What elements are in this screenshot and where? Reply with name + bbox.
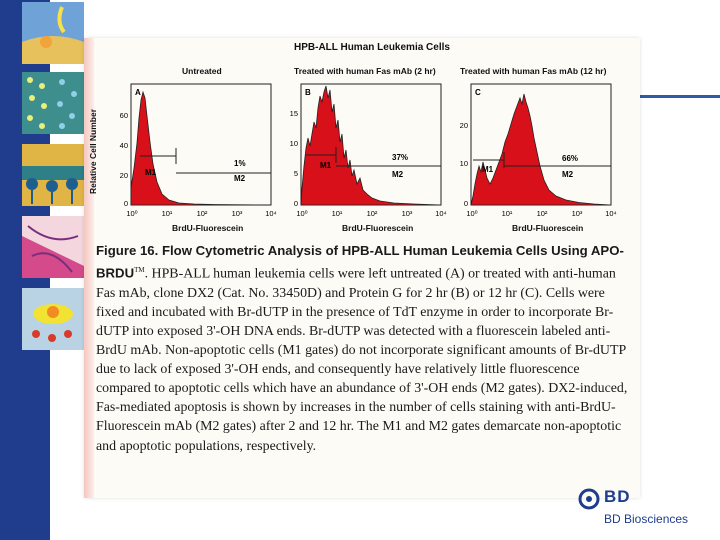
panel-b-m1-label: M1 <box>320 161 332 170</box>
panel-b-xtick-2: 10² <box>367 209 378 218</box>
panel-c-xtick-1: 10¹ <box>502 209 513 218</box>
panel-a-xtick-1: 10¹ <box>162 209 173 218</box>
panel-b-xlabel: BrdU-Fluorescein <box>342 223 414 233</box>
panel-c-xtick-4: 10⁴ <box>605 209 617 218</box>
panel-b-xtick-4: 10⁴ <box>435 209 447 218</box>
panel-c-m2-label: M2 <box>562 170 574 179</box>
brand-name: BD Biosciences <box>604 512 689 526</box>
panel-b-xtick-1: 10¹ <box>332 209 343 218</box>
panel-c-xtick-3: 10³ <box>572 209 583 218</box>
panel-c-m1-label: M1 <box>482 165 494 174</box>
panel-a-ytick-0: 0 <box>124 199 128 208</box>
panel-a-xtick-4: 10⁴ <box>265 209 277 218</box>
bd-logo-text: BD <box>604 487 631 506</box>
panel-b-x-ticks: 10⁰ 10¹ 10² 10³ 10⁴ <box>296 209 446 218</box>
panel-a-xtick-2: 10² <box>197 209 208 218</box>
figure-caption: Figure 16. Flow Cytometric Analysis of H… <box>96 241 632 456</box>
scanned-figure: HPB-ALL Human Leukemia Cells Untreated T… <box>84 38 640 498</box>
dots-pattern-icon <box>22 72 84 134</box>
panel-c-ytick-0: 0 <box>464 199 468 208</box>
thumbnail-cell-diagram <box>22 2 84 64</box>
cell-diagram-icon <box>22 2 84 64</box>
panel-c-histogram <box>470 93 612 206</box>
panel-a-letter: A <box>135 88 141 97</box>
panel-b: B M1 M2 37% 0 5 10 15 10⁰ 10¹ 10² 10³ 10… <box>290 83 447 218</box>
thumbnail-dots <box>22 72 84 134</box>
panel-a-y-ticks: 0 20 40 60 <box>120 111 128 208</box>
panel-a-m2-label: M2 <box>234 174 246 183</box>
panel-c-letter: C <box>475 88 481 97</box>
panel-a-ytick-1: 20 <box>120 171 128 180</box>
branches-icon <box>22 216 84 278</box>
panel-c: C M1 M2 66% 0 10 20 10⁰ 10¹ 10² 10³ 10⁴ <box>460 83 617 218</box>
panel-c-percent: 66% <box>562 154 578 163</box>
panel-c-x-ticks: 10⁰ 10¹ 10² 10³ 10⁴ <box>466 209 616 218</box>
bd-logo-icon <box>578 488 600 510</box>
panel-b-ytick-3: 15 <box>290 109 298 118</box>
panel-c-ytick-1: 10 <box>460 159 468 168</box>
accent-line <box>637 95 720 98</box>
panel-c-xtick-0: 10⁰ <box>466 209 477 218</box>
apoptosis-icon <box>22 288 84 350</box>
panel-b-y-ticks: 0 5 10 15 <box>290 109 298 208</box>
panel-b-percent: 37% <box>392 153 408 162</box>
panel-a-percent: 1% <box>234 159 246 168</box>
figure-title: HPB-ALL Human Leukemia Cells <box>294 42 450 53</box>
caption-trademark: TM <box>134 266 145 275</box>
panel-c-y-ticks: 0 10 20 <box>460 121 468 208</box>
scan-edge <box>84 38 94 498</box>
panel-a-title: Untreated <box>182 66 222 76</box>
panel-b-xtick-0: 10⁰ <box>296 209 307 218</box>
panel-b-histogram <box>300 85 442 206</box>
panel-a-xtick-0: 10⁰ <box>126 209 137 218</box>
panel-b-ytick-1: 5 <box>294 169 298 178</box>
caption-body: . HPB-ALL human leukemia cells were left… <box>96 266 628 454</box>
panel-c-title: Treated with human Fas mAb (12 hr) <box>460 66 607 76</box>
panel-a-ytick-2: 40 <box>120 141 128 150</box>
panel-a-ytick-3: 60 <box>120 111 128 120</box>
panel-a-xtick-3: 10³ <box>232 209 243 218</box>
caption-heading: Figure 16. Flow Cytometric Analysis of H… <box>96 243 624 281</box>
panel-b-title: Treated with human Fas mAb (2 hr) <box>294 66 436 76</box>
panel-a: A M1 M2 1% 0 20 40 60 10⁰ 10¹ 10² 10³ 10… <box>120 83 277 218</box>
thumbnail-apoptosis <box>22 288 84 350</box>
panel-b-ytick-2: 10 <box>290 139 298 148</box>
thumbnail-branches <box>22 216 84 278</box>
thumbnail-receptors <box>22 144 84 206</box>
panel-b-m2-label: M2 <box>392 170 404 179</box>
panel-b-xtick-3: 10³ <box>402 209 413 218</box>
panel-c-xlabel: BrdU-Fluorescein <box>512 223 584 233</box>
panel-c-xtick-2: 10² <box>537 209 548 218</box>
panel-a-histogram <box>130 90 272 206</box>
flow-cytometry-histograms: A M1 M2 1% 0 20 40 60 10⁰ 10¹ 10² 10³ 10… <box>120 83 617 218</box>
panel-a-m1-label: M1 <box>145 168 157 177</box>
panel-a-xlabel: BrdU-Fluorescein <box>172 223 244 233</box>
panel-b-ytick-0: 0 <box>294 199 298 208</box>
panel-a-x-ticks: 10⁰ 10¹ 10² 10³ 10⁴ <box>126 209 276 218</box>
panel-c-ytick-2: 20 <box>460 121 468 130</box>
receptors-icon <box>22 144 84 206</box>
panel-b-letter: B <box>305 88 311 97</box>
